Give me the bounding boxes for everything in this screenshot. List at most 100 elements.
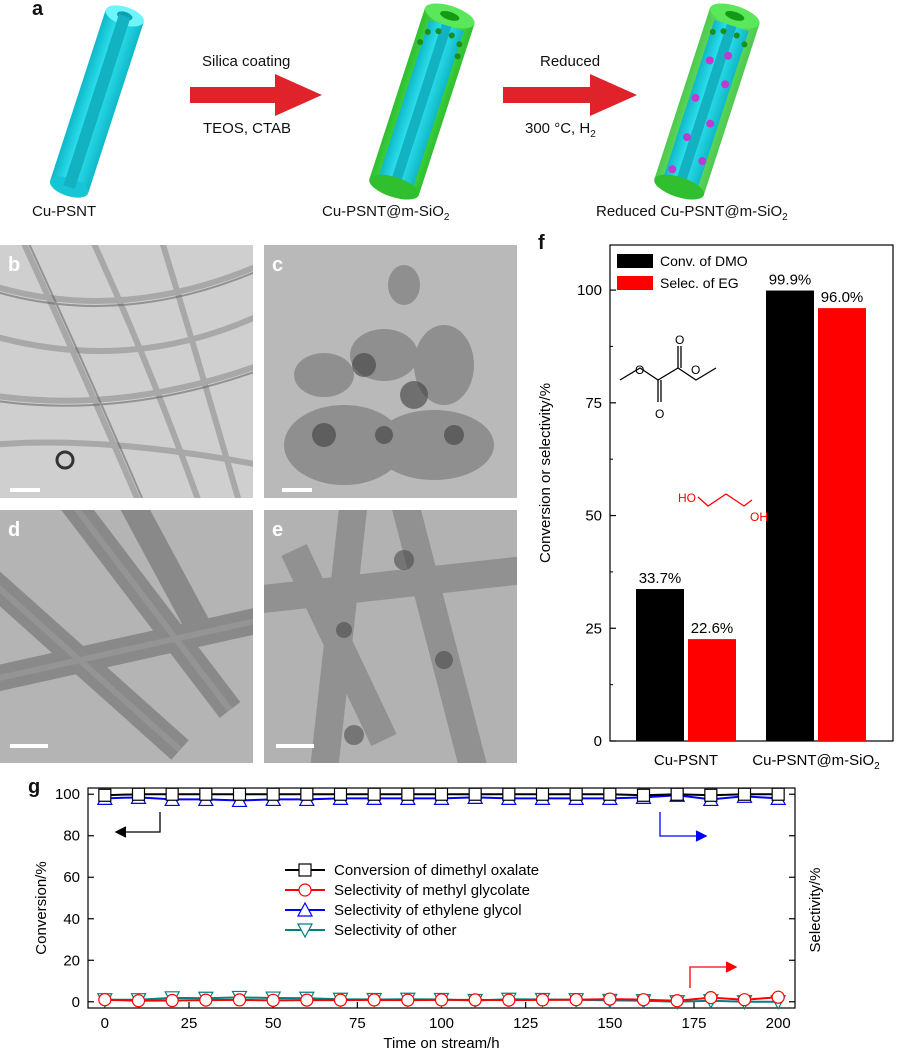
x-tick-label: 150	[597, 1015, 622, 1032]
data-point	[367, 993, 381, 1007]
right-axis-arrow-red-icon	[689, 961, 738, 988]
y-axis-left-label: Conversion/%	[33, 861, 50, 954]
tem-image-c	[264, 245, 517, 498]
legend: Conversion of dimethyl oxalate Selectivit…	[285, 862, 539, 939]
schematic-panel-a	[49, 3, 760, 200]
data-point	[199, 787, 213, 801]
x-category-label: Cu-PSNT@m-SiO2	[752, 752, 880, 772]
step2-top-label: Reduced	[540, 53, 601, 70]
data-point	[636, 788, 651, 802]
x-tick-label: 50	[265, 1015, 282, 1032]
data-point	[603, 787, 617, 801]
bar-chart: 0 25 50 75 100 33.7% 22.6% 99.9% 96.0% Cu-PSNT C…	[537, 244, 894, 772]
data-point	[535, 787, 550, 801]
y-tick-label: 80	[63, 828, 80, 845]
y-axis-right-label: Selectivity/%	[807, 867, 824, 952]
x-category-label: Cu-PSNT	[654, 752, 718, 769]
x-tick-label: 175	[681, 1015, 706, 1032]
stage3-label: Reduced Cu-PSNT@m-SiO2	[596, 203, 788, 223]
legend: Conv. of DMO Selec. of EG	[617, 253, 748, 291]
data-point	[468, 787, 482, 801]
panel-a-letter: a	[32, 0, 44, 20]
x-tick-label: 200	[766, 1015, 791, 1032]
data-point	[670, 787, 684, 801]
legend-swatch-selec	[617, 276, 653, 290]
data-point	[670, 994, 684, 1008]
particle-texture	[284, 265, 494, 485]
eg-oh-label: OH	[750, 510, 768, 524]
legend-label: Selectivity of other	[334, 922, 457, 939]
data-point	[502, 993, 516, 1007]
scale-bar	[276, 744, 314, 748]
legend-label-conv: Conv. of DMO	[660, 253, 748, 269]
data-point	[165, 787, 179, 801]
legend-swatch-conv	[617, 254, 653, 268]
bar-value-label: 96.0%	[821, 289, 864, 306]
step2-bottom-label: 300 °C, H2	[525, 120, 596, 140]
data-point	[603, 992, 617, 1006]
panel-d-letter: d	[8, 519, 21, 541]
panel-c-letter: c	[272, 254, 284, 276]
eg-ho-label: HO	[678, 491, 696, 505]
data-point	[737, 993, 752, 1007]
data-point	[131, 787, 146, 801]
step1-top-label: Silica coating	[202, 53, 291, 70]
dmo-oxygen-1: O	[635, 363, 644, 377]
data-point	[232, 787, 247, 801]
process-arrow-2	[503, 74, 637, 116]
right-axis-arrow-blue-icon	[659, 812, 708, 842]
stage2-label: Cu-PSNT@m-SiO2	[322, 203, 450, 223]
legend-label-selec: Selec. of EG	[660, 275, 739, 291]
plot-frame	[609, 244, 894, 742]
bar	[636, 589, 684, 741]
bar	[818, 308, 866, 741]
legend-label: Selectivity of ethylene glycol	[334, 902, 522, 919]
data-point	[771, 787, 785, 801]
stage1-label: Cu-PSNT	[32, 203, 97, 220]
data-point	[165, 993, 179, 1008]
y-tick-label: 20	[63, 952, 80, 969]
process-arrow-1	[190, 74, 322, 116]
bar-value-label: 22.6%	[691, 620, 734, 637]
data-point	[502, 787, 516, 801]
data-point	[333, 787, 348, 801]
bar-value-label: 33.7%	[639, 570, 682, 587]
y-axis-label: Conversion or selectivity/%	[537, 383, 554, 563]
dmo-oxygen-4: O	[691, 363, 700, 377]
eg-molecule-icon	[697, 493, 753, 507]
data-point	[367, 787, 381, 801]
y-tick-label: 75	[585, 395, 602, 412]
coated-tube-texture	[0, 510, 253, 760]
data-point	[333, 993, 348, 1007]
legend-label: Selectivity of methyl glycolate	[334, 882, 530, 899]
panel-f-letter: f	[538, 232, 545, 254]
step1-bottom-label: TEOS, CTAB	[203, 120, 292, 137]
x-tick-label: 0	[101, 1015, 109, 1032]
data-point	[401, 993, 415, 1007]
dmo-oxygen-2: O	[655, 407, 664, 421]
left-axis-arrow-icon	[114, 812, 161, 838]
bar-value-label: 99.9%	[769, 272, 812, 289]
scale-bar	[10, 744, 48, 748]
data-point	[771, 990, 785, 1004]
data-point	[98, 788, 112, 802]
data-point	[737, 787, 752, 801]
coated-nanotube-icon	[369, 3, 475, 200]
data-point	[704, 991, 718, 1005]
legend-marker	[298, 863, 312, 877]
data-point	[266, 787, 280, 801]
data-point	[569, 993, 583, 1007]
y-tick-label: 60	[63, 869, 80, 886]
legend-marker	[296, 901, 314, 917]
x-tick-label: 125	[513, 1015, 538, 1032]
y-tick-label: 0	[594, 733, 602, 750]
data-point	[199, 993, 213, 1007]
scale-bar	[10, 488, 40, 492]
legend-label: Conversion of dimethyl oxalate	[334, 862, 539, 879]
data-point	[232, 993, 247, 1007]
data-point	[131, 994, 146, 1008]
dmo-molecule-icon	[619, 346, 717, 402]
data-point	[704, 788, 718, 802]
nanotube-icon	[49, 5, 144, 198]
data-point	[300, 787, 314, 801]
